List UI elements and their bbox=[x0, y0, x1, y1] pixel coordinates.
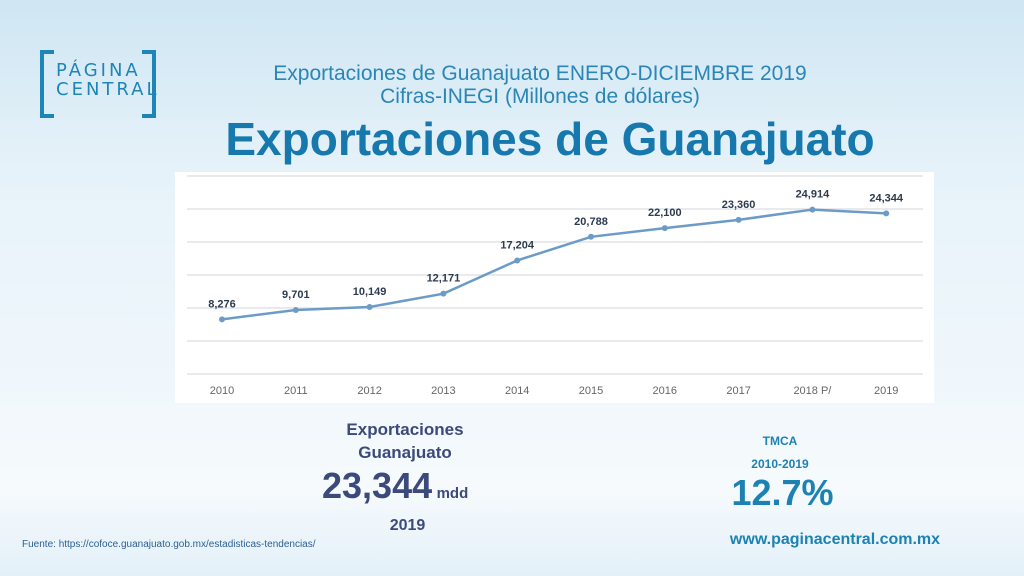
subtitle-line1: Exportaciones de Guanajuato ENERO-DICIEM… bbox=[273, 62, 807, 85]
logo-left-bracket bbox=[40, 50, 54, 118]
data-point bbox=[735, 216, 742, 223]
data-label: 24,344 bbox=[869, 192, 904, 204]
summary-label2: Guanajuato bbox=[358, 443, 452, 462]
pagina-central-logo: PÁGINA CENTRAL bbox=[40, 50, 160, 118]
data-label: 12,171 bbox=[427, 273, 461, 285]
x-tick-label: 2013 bbox=[431, 385, 455, 397]
data-label: 20,788 bbox=[574, 216, 608, 228]
summary-value: 23,344 bbox=[322, 465, 433, 506]
data-label: 24,914 bbox=[796, 189, 831, 201]
data-label: 9,701 bbox=[282, 289, 310, 301]
data-point bbox=[661, 225, 668, 232]
data-label: 8,276 bbox=[208, 298, 236, 310]
summary-label1: Exportaciones bbox=[346, 420, 464, 439]
series-line bbox=[221, 208, 887, 321]
x-tick-label: 2011 bbox=[284, 385, 308, 397]
tmca-value: 12.7% bbox=[731, 472, 834, 513]
data-point bbox=[883, 210, 890, 217]
x-tick-label: 2018 P/ bbox=[793, 385, 832, 397]
x-tick-label: 2012 bbox=[357, 385, 381, 397]
summary-year: 2019 bbox=[389, 517, 426, 534]
x-tick-label: 2010 bbox=[210, 385, 234, 397]
data-point bbox=[219, 316, 225, 323]
line-chart: 8,276 2010 9,701 2011 10,149 2012 12,171 2013 17… bbox=[187, 175, 923, 397]
subtitle-line2: Cifras-INEGI (Millones de dólares) bbox=[380, 85, 700, 108]
data-label: 17,204 bbox=[500, 239, 535, 251]
data-point bbox=[440, 290, 447, 297]
page-title: Exportaciones de Guanajuato bbox=[225, 113, 875, 165]
logo-line2: CENTRAL bbox=[56, 79, 160, 100]
tmca-label: TMCA bbox=[762, 434, 798, 448]
data-label: 23,360 bbox=[722, 199, 756, 211]
source-text: Fuente: https://cofoce.guanajuato.gob.mx… bbox=[22, 539, 316, 550]
logo-right-bracket bbox=[142, 50, 156, 118]
x-tick-label: 2019 bbox=[874, 385, 898, 397]
data-point bbox=[514, 257, 521, 264]
summary-value-row: 23,344 mdd bbox=[300, 467, 520, 513]
chart-panel: 8,276 2010 9,701 2011 10,149 2012 12,171 2013 17… bbox=[175, 172, 934, 403]
logo-line1: PÁGINA bbox=[56, 60, 141, 81]
x-tick-label: 2017 bbox=[726, 385, 750, 397]
data-point bbox=[292, 306, 299, 313]
x-tick-label: 2014 bbox=[505, 385, 529, 397]
data-point bbox=[809, 206, 816, 213]
data-label: 22,100 bbox=[648, 207, 682, 219]
tmca-period: 2010-2019 bbox=[751, 457, 809, 471]
website-link[interactable]: www.paginacentral.com.mx bbox=[729, 531, 941, 548]
x-tick-label: 2016 bbox=[653, 385, 677, 397]
x-tick-label: 2015 bbox=[579, 385, 603, 397]
summary-unit: mdd bbox=[436, 485, 469, 502]
data-label: 10,149 bbox=[353, 286, 387, 298]
data-point bbox=[366, 304, 373, 311]
data-point bbox=[588, 233, 594, 240]
